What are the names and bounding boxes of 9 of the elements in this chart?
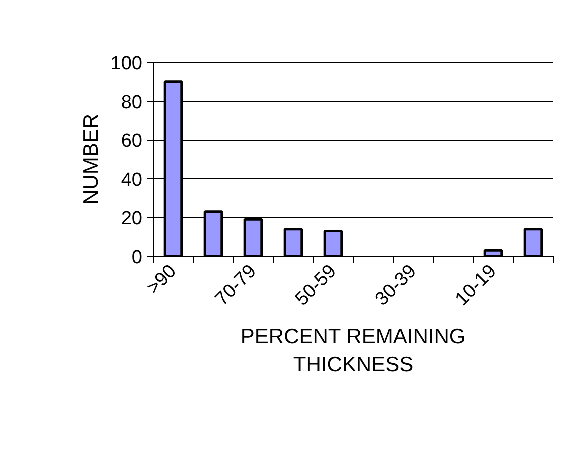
- x-tick-label: >90: [143, 261, 181, 299]
- y-tick-label: 80: [121, 92, 143, 114]
- x-axis-title: PERCENT REMAINING THICKNESS: [240, 326, 466, 376]
- y-axis-title: NUMBER: [80, 114, 103, 205]
- y-tick-label: 60: [121, 131, 143, 152]
- y-tick-label: 40: [121, 170, 143, 191]
- y-tick-label: 20: [121, 208, 143, 230]
- y-tick-label: 0: [132, 248, 143, 268]
- y-tick-label: 100: [110, 54, 142, 74]
